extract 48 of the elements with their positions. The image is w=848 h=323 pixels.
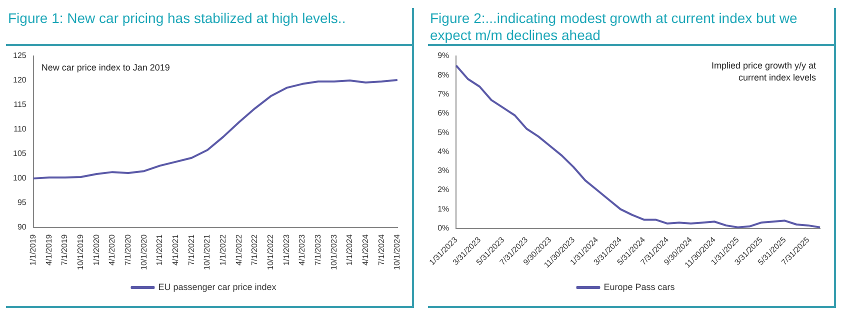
x-tick-label: 4/1/2019 <box>44 234 54 266</box>
y-tick-label: 2% <box>438 185 450 194</box>
y-tick-label: 7% <box>438 89 450 98</box>
legend-label: Europe Pass cars <box>604 282 676 292</box>
annotation: New car price index to Jan 2019 <box>41 62 170 72</box>
y-tick-label: 95 <box>17 198 27 208</box>
annotation: Implied price growth y/y at current index levels <box>711 60 816 82</box>
chart-title: Figure 1: New car pricing has stabilized at high levels.. <box>6 8 412 46</box>
x-tick-label: 1/1/2021 <box>155 234 164 266</box>
x-tick-label: 1/1/2020 <box>92 234 101 266</box>
x-tick-label: 7/1/2022 <box>250 234 260 266</box>
chart-title: Figure 2:...indicating modest growth at current index but we expect m/m declines ahead <box>428 8 834 46</box>
x-tick-label: 4/1/2020 <box>108 234 117 266</box>
y-tick-label: 125 <box>12 51 27 60</box>
x-tick-label: 4/1/2024 <box>360 234 370 266</box>
y-tick-label: 9% <box>438 51 450 60</box>
y-tick-label: 120 <box>12 76 27 85</box>
x-tick-label: 10/1/2023 <box>329 234 338 270</box>
x-tick-label: 7/1/2020 <box>124 234 133 266</box>
y-tick-label: 4% <box>438 146 450 156</box>
y-tick-label: 1% <box>438 204 450 214</box>
y-tick-label: 110 <box>14 124 27 134</box>
x-tick-label: 10/1/2020 <box>139 234 148 270</box>
x-tick-label: 7/1/2023 <box>313 234 322 266</box>
x-tick-label: 10/1/2021 <box>202 234 212 270</box>
x-tick-label: 7/1/2019 <box>60 234 70 266</box>
y-tick-label: 100 <box>12 174 27 183</box>
x-tick-label: 7/1/2024 <box>376 234 386 266</box>
y-tick-label: 105 <box>12 149 27 158</box>
legend-label: EU passenger car price index <box>158 282 277 292</box>
x-tick-label: 1/1/2023 <box>282 234 291 266</box>
y-tick-label: 0% <box>438 224 450 233</box>
y-tick-label: 6% <box>438 108 450 118</box>
x-tick-label: 1/1/2022 <box>218 234 228 266</box>
x-tick-label: 10/1/2019 <box>76 234 86 270</box>
x-tick-label: 4/1/2022 <box>234 234 244 266</box>
x-tick-label: 1/1/2019 <box>28 234 38 266</box>
y-tick-label: 3% <box>438 166 450 176</box>
x-tick-label: 10/1/2024 <box>392 234 402 270</box>
x-tick-label: 4/1/2023 <box>298 234 307 266</box>
x-tick-label: 10/1/2022 <box>266 234 275 270</box>
x-tick-label: 1/1/2024 <box>345 234 354 266</box>
y-tick-label: 90 <box>17 222 27 232</box>
y-tick-label: 5% <box>438 128 450 137</box>
y-tick-label: 115 <box>14 100 27 110</box>
x-tick-label: 4/1/2021 <box>171 234 180 266</box>
x-tick-label: 7/1/2021 <box>186 234 196 266</box>
y-tick-label: 8% <box>438 70 450 80</box>
